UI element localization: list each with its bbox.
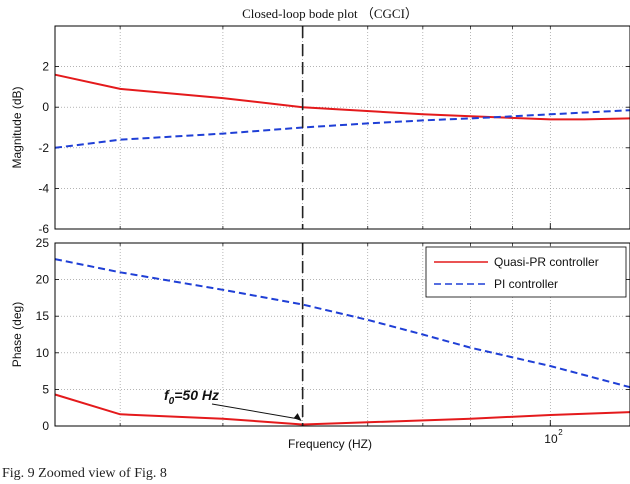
legend-box bbox=[425, 246, 627, 298]
x-tick-label: 10 bbox=[544, 432, 558, 446]
y-tick-label: -4 bbox=[38, 181, 49, 195]
y-tick-label: 15 bbox=[36, 309, 50, 323]
plot-frame bbox=[54, 25, 630, 230]
f0-arrow-line bbox=[211, 403, 300, 420]
legend: Quasi-PR controller PI controller bbox=[425, 246, 627, 298]
plot-frame bbox=[54, 242, 630, 427]
y-tick-label: -6 bbox=[38, 222, 49, 236]
quasi-pr-line bbox=[54, 393, 630, 426]
y-tick-label: 0 bbox=[42, 100, 49, 114]
y-tick-label: -2 bbox=[38, 141, 49, 155]
y-tick-label: 0 bbox=[42, 419, 49, 433]
x-axis-label: Frequency (HZ) bbox=[288, 437, 372, 451]
y-tick-label: 5 bbox=[42, 382, 49, 396]
quasi-pr-line bbox=[54, 73, 630, 121]
y-tick-label: 10 bbox=[36, 346, 50, 360]
y-tick-label: 20 bbox=[36, 273, 50, 287]
magnitude-panel: -6 -4 -2 0 2 Magnitude (dB) bbox=[10, 25, 630, 236]
f0-annotation: f0=50 Hz bbox=[164, 387, 302, 422]
f0-annotation-text: f0=50 Hz bbox=[164, 387, 219, 407]
x-tick-label-exponent: 2 bbox=[558, 428, 563, 437]
y-axis-label: Phase (deg) bbox=[10, 302, 24, 367]
y-axis-label: Magnitude (dB) bbox=[10, 86, 24, 168]
plot-area bbox=[55, 26, 630, 229]
f0-arrow-head bbox=[293, 413, 302, 422]
figure-caption: Fig. 9 Zoomed view of Fig. 8 bbox=[2, 466, 167, 481]
pi-controller-line bbox=[54, 109, 630, 149]
y-tick-label: 2 bbox=[42, 60, 49, 74]
chart-title: Closed-loop bode plot （CGCI） bbox=[242, 6, 418, 21]
legend-entry-label: PI controller bbox=[494, 277, 558, 291]
pi-controller-line bbox=[54, 258, 630, 389]
legend-entry-label: Quasi-PR controller bbox=[494, 255, 599, 269]
y-tick-label: 25 bbox=[36, 236, 50, 250]
